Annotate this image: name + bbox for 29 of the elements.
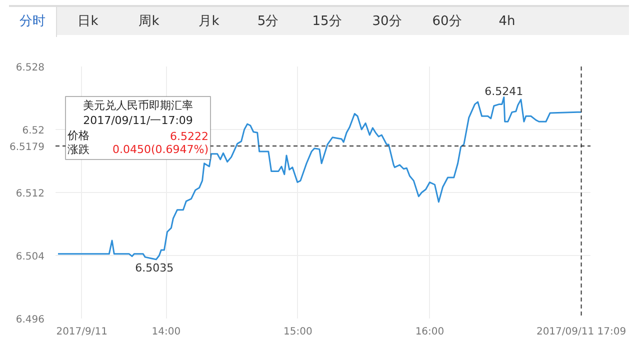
x-tick-label: 16:00 <box>415 326 444 338</box>
annotation: 2017/09/11/一17:09 <box>83 114 193 127</box>
ref-line-label: 6.5179 <box>10 142 45 154</box>
text: 60分 <box>431 13 463 31</box>
text: 4h <box>498 13 516 31</box>
text: 30分 <box>371 13 403 31</box>
line-series <box>57 96 582 260</box>
y-tick-label: 6.52 <box>22 126 44 136</box>
annotation: 涨跌 <box>68 143 90 156</box>
x-tick-label: 15:00 <box>284 326 312 338</box>
y-tick-label: 6.528 <box>16 62 45 74</box>
x-tick-label: 2017/9/11 <box>56 326 108 338</box>
text: 分时 <box>9 7 57 37</box>
text: 周k <box>138 13 160 31</box>
ref-line-label: 2017/09/11 17:09 <box>536 326 626 338</box>
y-tick-label: 6.496 <box>16 314 45 326</box>
text: 月k <box>198 13 220 31</box>
y-tick-label: 6.512 <box>16 188 45 200</box>
annotation: 6.5241 <box>484 85 524 98</box>
y-tick-label: 6.504 <box>16 252 45 262</box>
annotation: 0.0450(0.6947%) <box>112 143 208 156</box>
text: 日k <box>76 13 100 31</box>
x-tick-label: 14:00 <box>152 326 181 338</box>
text: 5分 <box>256 13 280 31</box>
annotation: 价格 <box>66 129 90 142</box>
text: 15分 <box>311 13 343 31</box>
annotation: 6.5222 <box>170 130 209 143</box>
annotation: 美元兑人民币即期汇率 <box>83 99 193 112</box>
annotation: 6.5035 <box>135 261 174 274</box>
